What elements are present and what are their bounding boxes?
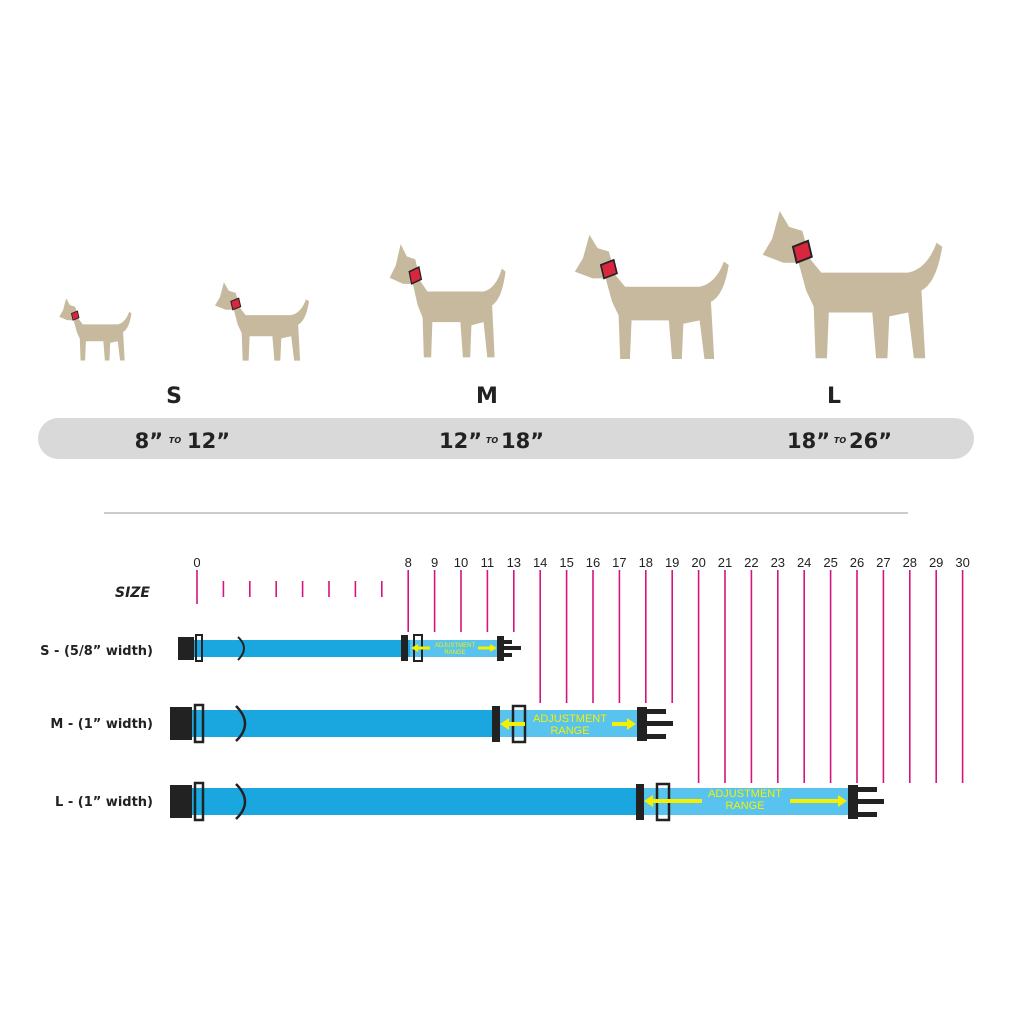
svg-text:18”: 18” (501, 429, 544, 453)
ruler-tick-label: 9 (431, 555, 438, 570)
ruler-tick-label: 0 (193, 555, 200, 570)
dog-silhouette-m (388, 243, 507, 359)
ruler-tick-label: 28 (903, 555, 917, 570)
dog-silhouette-s (214, 281, 310, 362)
collar-s: ADJUSTMENT RANGE (178, 634, 521, 662)
ruler-tick-label: 26 (850, 555, 864, 570)
ruler-tick-label: 20 (691, 555, 705, 570)
range-l: 18” TO 26” (787, 429, 892, 453)
size-letter-m: M (476, 384, 498, 409)
svg-text:ADJUSTMENT: ADJUSTMENT (708, 788, 782, 800)
svg-text:TO: TO (486, 436, 498, 445)
ruler-tick-label: 24 (797, 555, 811, 570)
buckle-male (497, 636, 521, 661)
svg-text:26”: 26” (849, 429, 892, 453)
svg-text:RANGE: RANGE (550, 725, 589, 737)
dog-silhouette-l (761, 209, 944, 360)
size-letter-s: S (166, 384, 182, 409)
svg-text:12”: 12” (439, 429, 482, 453)
ruler-tick-label: 18 (639, 555, 653, 570)
ruler-tick-label: 22 (744, 555, 758, 570)
ruler-tick-label: 21 (718, 555, 732, 570)
svg-text:8”: 8” (135, 429, 163, 453)
collar-label-s: S - (5/8” width) (40, 644, 153, 659)
dog-silhouette-xs (58, 297, 132, 361)
ruler-tick-label: 27 (876, 555, 890, 570)
svg-text:18”: 18” (787, 429, 830, 453)
svg-text:ADJUSTMENT: ADJUSTMENT (435, 643, 476, 649)
svg-text:TO: TO (834, 436, 846, 445)
dog-silhouette-ml (574, 233, 730, 360)
ruler-tick-label: 8 (405, 555, 412, 570)
d-ring (237, 636, 245, 661)
collar-l: ADJUSTMENT RANGE (170, 781, 884, 822)
range-m: 12” TO 18” (439, 429, 544, 453)
ruler-tick-label: 15 (559, 555, 573, 570)
size-range-band (38, 418, 974, 459)
svg-text:TO: TO (169, 436, 181, 445)
ruler-tick-label: 30 (955, 555, 969, 570)
ruler-tick-label: 23 (771, 555, 785, 570)
svg-text:ADJUSTMENT: ADJUSTMENT (533, 713, 607, 725)
collar-label-l: L - (1” width) (55, 795, 153, 810)
ruler-ticks: 0 8 9 10 11 13 14 15 16 17 18 19 20 21 22 23 24 25 26 27 28 2… (193, 555, 970, 783)
svg-text:12”: 12” (187, 429, 230, 453)
ruler-tick-label: 14 (533, 555, 547, 570)
ruler-tick-label: 13 (507, 555, 521, 570)
ruler-tick-label: 19 (665, 555, 679, 570)
ruler-label: SIZE (115, 585, 150, 601)
size-letter-l: L (827, 384, 841, 409)
svg-text:RANGE: RANGE (444, 650, 465, 656)
range-s: 8” TO 12” (135, 429, 230, 453)
svg-text:RANGE: RANGE (725, 800, 764, 812)
collar-label-m: M - (1” width) (50, 717, 153, 732)
ruler-tick-label: 17 (612, 555, 626, 570)
ruler-tick-label: 29 (929, 555, 943, 570)
buckle-female (178, 637, 194, 660)
ruler-tick-label: 16 (586, 555, 600, 570)
ruler-tick-label: 11 (481, 555, 495, 570)
ruler-tick-label: 25 (823, 555, 837, 570)
collar-m: ADJUSTMENT RANGE (170, 703, 673, 744)
ruler-tick-label: 10 (454, 555, 468, 570)
